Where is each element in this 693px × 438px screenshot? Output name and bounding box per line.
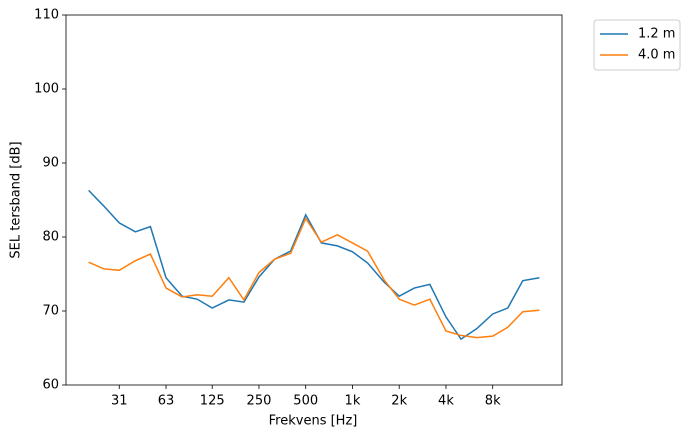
legend-label: 4.0 m	[638, 48, 675, 63]
x-tick-label: 63	[158, 394, 175, 409]
x-tick-label: 125	[200, 394, 225, 409]
y-tick-label: 110	[34, 8, 59, 23]
x-tick-label: 4k	[438, 394, 454, 409]
x-tick-label: 2k	[391, 394, 407, 409]
x-tick-label: 8k	[485, 394, 501, 409]
y-tick-label: 80	[42, 230, 59, 245]
x-tick-label: 31	[111, 394, 128, 409]
x-tick-label: 250	[247, 394, 272, 409]
plot-frame	[65, 14, 563, 386]
y-tick-label: 90	[42, 156, 59, 171]
line	[88, 216, 540, 339]
y-tick-label: 60	[42, 378, 59, 393]
x-tick-label: 500	[293, 394, 318, 409]
line	[88, 189, 540, 341]
y-tick-label: 70	[42, 304, 59, 319]
x-axis-label: Frekvens [Hz]	[269, 414, 358, 429]
x-tick-label: 1k	[345, 394, 361, 409]
y-tick-label: 100	[34, 82, 59, 97]
legend-label: 1.2 m	[638, 27, 675, 42]
y-axis-label: SEL tersband [dB]	[9, 141, 24, 258]
legend-box	[593, 19, 681, 71]
